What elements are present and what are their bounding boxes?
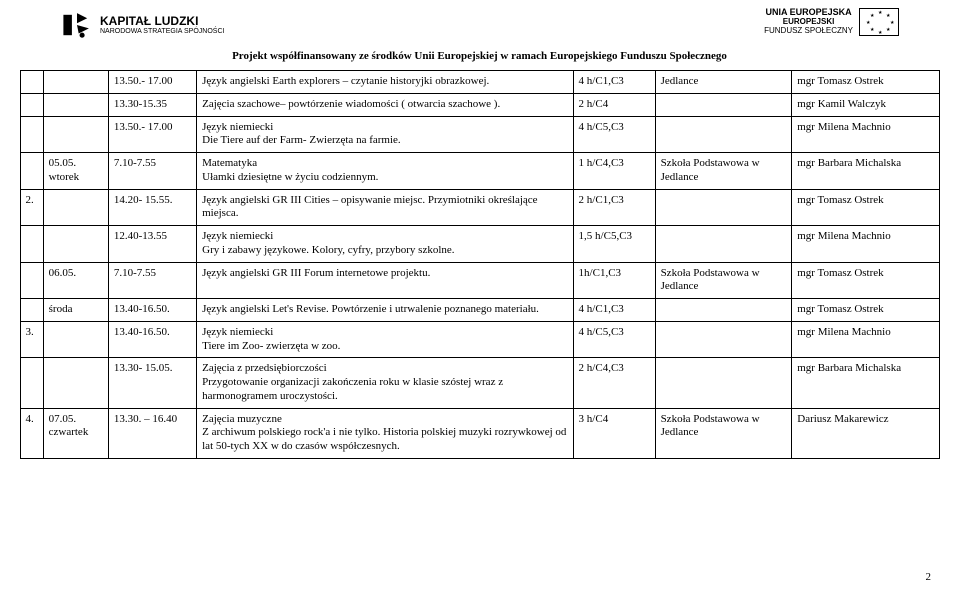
row-num	[20, 226, 43, 263]
logo-left-title: KAPITAŁ LUDZKI	[100, 15, 224, 28]
eu-flag-icon: ★ ★ ★ ★ ★ ★ ★ ★	[859, 8, 899, 36]
logo-right: UNIA EUROPEJSKA EUROPEJSKI FUNDUSZ SPOŁE…	[764, 8, 899, 36]
row-subject: Język angielski Earth explorers – czytan…	[197, 71, 573, 94]
row-subject: Język niemieckiTiere im Zoo- zwierzęta w…	[197, 321, 573, 358]
table-row: 2. 14.20- 15.55.Język angielski GR III Ci…	[20, 189, 939, 226]
row-subject: Język niemieckiGry i zabawy językowe. Ko…	[197, 226, 573, 263]
row-hours: 2 h/C4	[573, 93, 655, 116]
row-day	[43, 189, 108, 226]
page-number: 2	[926, 571, 932, 583]
logo-left: KAPITAŁ LUDZKI NARODOWA STRATEGIA SPÓJNO…	[60, 8, 224, 42]
row-teacher: mgr Kamil Walczyk	[792, 93, 939, 116]
row-hours: 2 h/C1,C3	[573, 189, 655, 226]
row-place	[655, 358, 792, 408]
row-teacher: mgr Milena Machnio	[792, 321, 939, 358]
page-subheader: Projekt współfinansowany ze środków Unii…	[0, 46, 959, 70]
row-subject: Zajęcia z przedsiębiorczościPrzygotowani…	[197, 358, 573, 408]
row-place	[655, 321, 792, 358]
row-num: 2.	[20, 189, 43, 226]
row-day	[43, 93, 108, 116]
row-teacher: mgr Milena Machnio	[792, 226, 939, 263]
row-time: 13.50.- 17.00	[108, 71, 196, 94]
row-num: 3.	[20, 321, 43, 358]
row-subject: Język angielski GR III Forum internetowe…	[197, 262, 573, 299]
row-teacher: mgr Barbara Michalska	[792, 153, 939, 190]
logo-left-sub: NARODOWA STRATEGIA SPÓJNOŚCI	[100, 28, 224, 35]
row-teacher: mgr Tomasz Ostrek	[792, 189, 939, 226]
table-row: 06.05.7.10-7.55Język angielski GR III Fo…	[20, 262, 939, 299]
row-num	[20, 153, 43, 190]
row-subject: Zajęcia szachowe– powtórzenie wiadomości…	[197, 93, 573, 116]
row-time: 14.20- 15.55.	[108, 189, 196, 226]
row-hours: 3 h/C4	[573, 408, 655, 458]
row-time: 7.10-7.55	[108, 262, 196, 299]
row-place	[655, 226, 792, 263]
human-capital-icon	[60, 8, 94, 42]
row-hours: 1h/C1,C3	[573, 262, 655, 299]
row-num	[20, 93, 43, 116]
row-hours: 2 h/C4,C3	[573, 358, 655, 408]
row-place: Szkoła Podstawowa wJedlance	[655, 262, 792, 299]
row-time: 7.10-7.55	[108, 153, 196, 190]
row-day	[43, 358, 108, 408]
row-day: 06.05.	[43, 262, 108, 299]
row-time: 12.40-13.55	[108, 226, 196, 263]
table-row: 4.07.05.czwartek13.30. – 16.40Zajęcia mu…	[20, 408, 939, 458]
row-day	[43, 321, 108, 358]
table-row: 05.05.wtorek7.10-7.55MatematykaUłamki dz…	[20, 153, 939, 190]
row-num	[20, 71, 43, 94]
row-hours: 4 h/C5,C3	[573, 116, 655, 153]
row-subject: Zajęcia muzyczneZ archiwum polskiego roc…	[197, 408, 573, 458]
table-row: 12.40-13.55Język niemieckiGry i zabawy j…	[20, 226, 939, 263]
row-time: 13.50.- 17.00	[108, 116, 196, 153]
row-place	[655, 93, 792, 116]
row-time: 13.40-16.50.	[108, 299, 196, 322]
row-day	[43, 116, 108, 153]
row-day	[43, 226, 108, 263]
row-day: 07.05.czwartek	[43, 408, 108, 458]
row-day: 05.05.wtorek	[43, 153, 108, 190]
row-teacher: mgr Tomasz Ostrek	[792, 71, 939, 94]
row-subject: Język niemieckiDie Tiere auf der Farm- Z…	[197, 116, 573, 153]
row-subject: MatematykaUłamki dziesiętne w życiu codz…	[197, 153, 573, 190]
row-place: Jedlance	[655, 71, 792, 94]
row-teacher: mgr Milena Machnio	[792, 116, 939, 153]
row-place	[655, 116, 792, 153]
row-day: środa	[43, 299, 108, 322]
row-subject: Język angielski Let's Revise. Powtórzeni…	[197, 299, 573, 322]
row-teacher: mgr Tomasz Ostrek	[792, 299, 939, 322]
table-row: 13.30-15.35Zajęcia szachowe– powtórzenie…	[20, 93, 939, 116]
row-place	[655, 299, 792, 322]
row-hours: 4 h/C1,C3	[573, 71, 655, 94]
row-hours: 1,5 h/C5,C3	[573, 226, 655, 263]
page-header: KAPITAŁ LUDZKI NARODOWA STRATEGIA SPÓJNO…	[0, 0, 959, 46]
table-row: 13.30- 15.05.Zajęcia z przedsiębiorczośc…	[20, 358, 939, 408]
table-row: środa13.40-16.50.Język angielski Let's R…	[20, 299, 939, 322]
table-row: 13.50.- 17.00Język niemieckiDie Tiere au…	[20, 116, 939, 153]
table-row: 13.50.- 17.00Język angielski Earth explo…	[20, 71, 939, 94]
row-time: 13.40-16.50.	[108, 321, 196, 358]
row-teacher: mgr Tomasz Ostrek	[792, 262, 939, 299]
row-num	[20, 299, 43, 322]
table-row: 3. 13.40-16.50.Język niemieckiTiere im Zo…	[20, 321, 939, 358]
row-time: 13.30-15.35	[108, 93, 196, 116]
schedule-table: 13.50.- 17.00Język angielski Earth explo…	[20, 70, 940, 459]
row-num: 4.	[20, 408, 43, 458]
row-place: Szkoła Podstawowa wJedlance	[655, 153, 792, 190]
row-place	[655, 189, 792, 226]
row-day	[43, 71, 108, 94]
row-time: 13.30. – 16.40	[108, 408, 196, 458]
row-num	[20, 358, 43, 408]
row-place: Szkoła Podstawowa wJedlance	[655, 408, 792, 458]
logo-right-line3: FUNDUSZ SPOŁECZNY	[764, 27, 853, 36]
row-time: 13.30- 15.05.	[108, 358, 196, 408]
row-hours: 4 h/C1,C3	[573, 299, 655, 322]
row-num	[20, 262, 43, 299]
row-subject: Język angielski GR III Cities – opisywan…	[197, 189, 573, 226]
row-teacher: mgr Barbara Michalska	[792, 358, 939, 408]
row-hours: 4 h/C5,C3	[573, 321, 655, 358]
row-num	[20, 116, 43, 153]
row-hours: 1 h/C4,C3	[573, 153, 655, 190]
row-teacher: Dariusz Makarewicz	[792, 408, 939, 458]
